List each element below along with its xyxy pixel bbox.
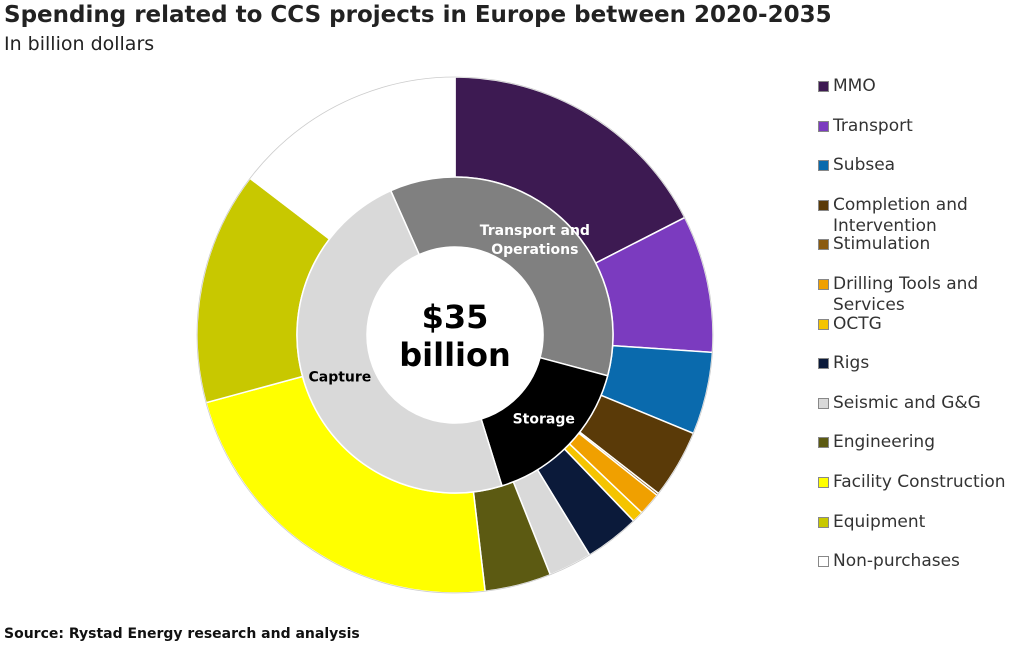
legend-item: Engineering [818,432,1018,453]
legend-swatch [818,397,829,409]
legend-item: Subsea [818,155,1018,176]
center-label: $35 [421,298,489,336]
legend-label: MMO [833,76,876,96]
legend-item: Stimulation [818,234,1018,255]
legend-label: Engineering [833,432,935,453]
legend-swatch [818,81,829,92]
legend-swatch [818,437,829,449]
legend-label: Subsea [833,155,896,176]
legend-swatch [818,318,829,330]
segment-label: Capture [308,369,372,386]
segment [296,189,503,494]
legend-item: MMO [818,76,1018,97]
legend-item: Seismic and G&G [818,393,1018,414]
legend-item: Facility Construction [818,472,1018,493]
legend-swatch [818,279,829,290]
legend-item: Drilling Tools and Services [818,274,1018,316]
legend-swatch [818,477,829,488]
legend-item: OCTG [818,314,1018,335]
legend-item: Equipment [818,512,1018,533]
legend-item: Rigs [818,353,1018,374]
legend-swatch [818,358,829,370]
legend-item: Transport [818,116,1018,137]
legend-label: Non-purchases [833,551,960,572]
legend-swatch [818,516,829,528]
legend-label: OCTG [833,313,882,334]
legend-swatch [818,556,829,568]
legend-label: Drilling Tools and Services [833,274,979,315]
legend-swatch [818,120,829,132]
legend-item: Non-purchases [818,551,1018,572]
legend-swatch [818,199,829,211]
legend-label: Equipment [833,511,926,532]
source: Source: Rystad Energy research and analy… [4,626,360,642]
legend-label: Stimulation [833,234,931,255]
segment-label: Storage [512,411,575,428]
outline [196,76,714,594]
chart-subtitle: In billion dollars [4,33,155,55]
legend-label: Transport [833,115,913,136]
legend-label: Rigs [833,353,870,374]
legend-swatch [818,239,829,251]
segment [389,176,614,377]
legend-item: Completion and Intervention [818,195,1018,237]
segment-label: Transport and Operations [479,223,590,259]
legend-label: Facility Construction [833,472,1006,492]
center-label: billion [399,336,511,374]
legend-label: Completion and Intervention [833,194,968,236]
legend-label: Seismic and G&G [833,392,981,413]
legend-swatch [818,160,829,172]
chart-title: Spending related to CCS projects in Euro… [4,2,832,28]
